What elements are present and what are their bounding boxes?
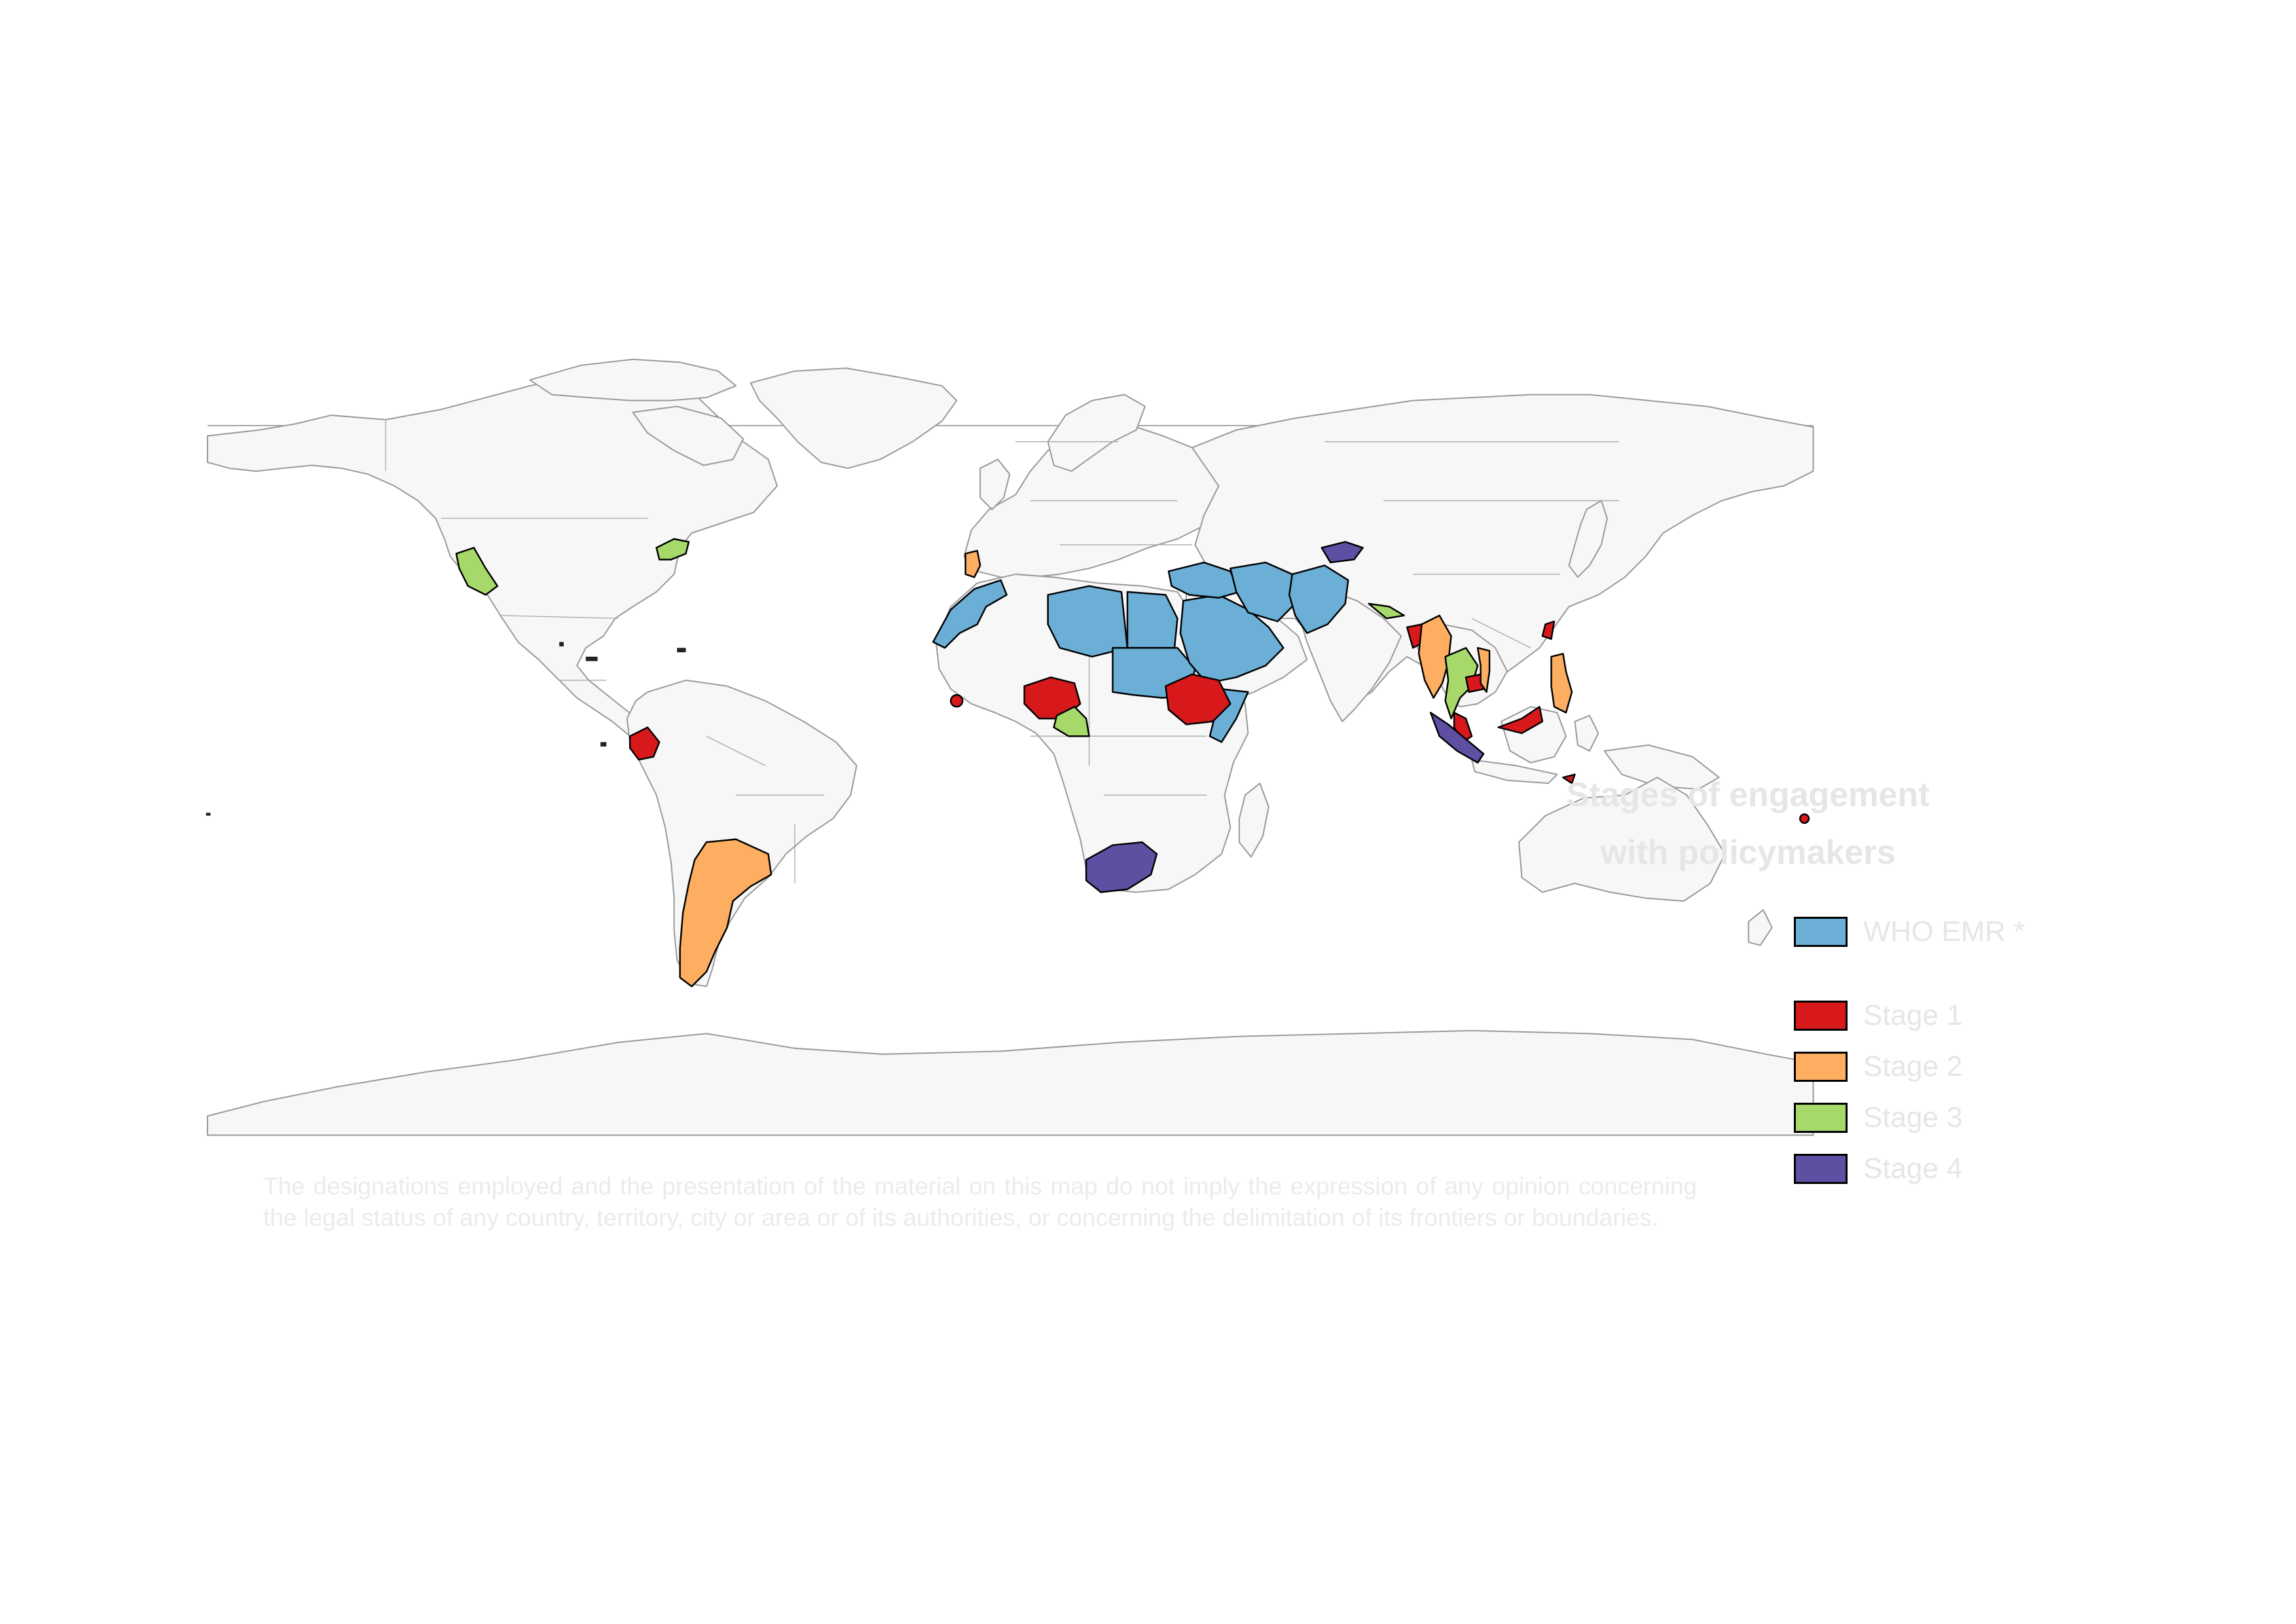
region-cameroon: [1053, 706, 1090, 737]
region-fiji: [1799, 813, 1810, 824]
land-new-zealand: [1747, 909, 1773, 946]
region-philippines: [1550, 653, 1573, 714]
legend-label-who-emr: WHO EMR *: [1863, 915, 2025, 948]
region-california: [455, 547, 499, 596]
legend-item-stage-1: Stage 1: [1794, 998, 1963, 1033]
region-new-york: [655, 538, 690, 561]
region-libya: [1047, 585, 1129, 658]
region-sierra-leone: [950, 694, 964, 708]
border-lines: [385, 419, 1619, 884]
region-taiwan: [1541, 620, 1556, 640]
land-baffin: [632, 405, 744, 466]
legend-swatch-stage-4: [1794, 1154, 1848, 1184]
region-ethiopia: [1165, 673, 1231, 726]
land-japan: [1568, 500, 1608, 578]
map-disclaimer: The designations employed and the presen…: [263, 1173, 1697, 1231]
land-antarctica: [206, 1029, 1814, 1136]
region-kyrgyzstan: [1321, 541, 1364, 564]
land-greenland: [750, 367, 958, 470]
legend-swatch-who-emr: [1794, 917, 1848, 947]
land-scandinavia: [1047, 394, 1146, 472]
legend-label-stage-3: Stage 3: [1863, 1101, 1963, 1134]
legend-label-stage-1: Stage 1: [1863, 999, 1963, 1031]
region-ecuador: [629, 726, 661, 761]
region-timor-leste: [1562, 773, 1576, 784]
land-south-america: [626, 679, 858, 987]
legend-item-who-emr: WHO EMR *: [1794, 914, 2025, 950]
land-madagascar: [1238, 783, 1269, 858]
land-arctic-islands: [529, 358, 737, 401]
region-portugal: [964, 549, 981, 578]
region-vietnam: [1476, 647, 1491, 693]
legend-swatch-stage-3: [1794, 1103, 1848, 1133]
region-malaysia-borneo: [1497, 706, 1544, 734]
legend-item-stage-2: Stage 2: [1794, 1049, 1963, 1084]
region-nepal: [1368, 602, 1405, 619]
region-argentina: [679, 838, 773, 987]
region-iraq-syria: [1167, 561, 1241, 599]
legend-title-line2: with policymakers: [1600, 834, 1896, 872]
region-south-africa: [1085, 841, 1158, 893]
land-java: [1471, 759, 1558, 784]
legend-swatch-stage-1: [1794, 1001, 1848, 1031]
land-australia: [1518, 777, 1726, 902]
small-island-markers: [206, 642, 686, 816]
legend-label-stage-2: Stage 2: [1863, 1050, 1963, 1082]
legend-label-stage-4: Stage 4: [1863, 1153, 1963, 1185]
legend-title-line1: Stages of engagement: [1566, 776, 1930, 814]
region-morocco: [932, 579, 1008, 649]
land-new-guinea: [1603, 744, 1720, 790]
region-thailand-lao: [1444, 647, 1479, 720]
region-iran: [1230, 561, 1296, 623]
legend-swatch-stage-2: [1794, 1052, 1848, 1082]
region-afghanistan-pakistan: [1288, 564, 1349, 635]
legend-item-stage-3: Stage 3: [1794, 1100, 1963, 1135]
region-sumatra: [1429, 712, 1485, 764]
land-sulawesi: [1574, 714, 1599, 752]
region-saudi-arabia: [1179, 594, 1285, 684]
land-uk: [979, 458, 1011, 511]
region-cambodia: [1465, 673, 1485, 693]
legend-item-stage-4: Stage 4: [1794, 1151, 1963, 1187]
region-egypt: [1126, 591, 1178, 649]
region-myanmar: [1417, 614, 1452, 699]
